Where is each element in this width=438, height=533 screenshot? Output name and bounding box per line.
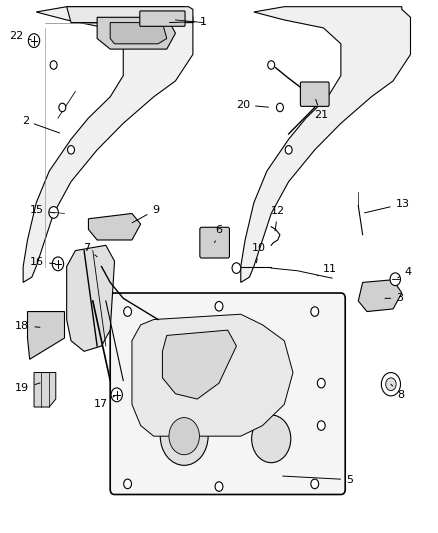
Text: 20: 20 (236, 100, 268, 110)
Text: 3: 3 (385, 293, 403, 303)
Circle shape (28, 34, 40, 47)
Text: 15: 15 (30, 205, 54, 215)
Text: 13: 13 (364, 199, 410, 213)
FancyBboxPatch shape (300, 82, 329, 107)
Text: 1: 1 (170, 17, 207, 27)
Circle shape (311, 479, 319, 489)
Text: 11: 11 (317, 264, 337, 276)
Polygon shape (28, 312, 64, 359)
Polygon shape (67, 245, 115, 351)
Circle shape (318, 421, 325, 430)
Text: 5: 5 (283, 475, 353, 484)
Circle shape (49, 207, 58, 218)
Circle shape (381, 373, 400, 396)
Circle shape (67, 146, 74, 154)
FancyBboxPatch shape (200, 227, 230, 258)
Circle shape (390, 273, 400, 286)
Circle shape (50, 61, 57, 69)
Circle shape (52, 257, 64, 271)
Circle shape (124, 307, 131, 317)
Text: 2: 2 (22, 116, 60, 133)
Polygon shape (97, 17, 176, 49)
Text: 8: 8 (391, 384, 404, 400)
FancyBboxPatch shape (110, 293, 345, 495)
Circle shape (311, 307, 319, 317)
Circle shape (124, 479, 131, 489)
Circle shape (169, 418, 199, 455)
Polygon shape (67, 7, 193, 22)
Text: 7: 7 (83, 243, 97, 257)
Circle shape (285, 146, 292, 154)
Polygon shape (241, 7, 410, 282)
Text: 9: 9 (132, 205, 159, 223)
FancyBboxPatch shape (140, 11, 185, 26)
Circle shape (59, 103, 66, 112)
Polygon shape (88, 214, 141, 240)
Text: 16: 16 (30, 257, 55, 267)
Polygon shape (162, 330, 237, 399)
Circle shape (232, 263, 241, 273)
Text: 6: 6 (215, 225, 223, 243)
Text: 19: 19 (15, 383, 40, 393)
Polygon shape (34, 373, 56, 407)
Text: 10: 10 (252, 243, 266, 263)
Circle shape (268, 61, 275, 69)
Circle shape (318, 378, 325, 388)
Text: 4: 4 (398, 267, 412, 278)
Circle shape (160, 407, 208, 465)
Text: 12: 12 (271, 206, 285, 231)
Circle shape (252, 415, 291, 463)
Circle shape (111, 388, 122, 402)
Polygon shape (23, 7, 193, 282)
Polygon shape (132, 314, 293, 436)
Circle shape (215, 482, 223, 491)
Text: 22: 22 (10, 31, 32, 41)
Circle shape (215, 302, 223, 311)
Polygon shape (110, 22, 167, 44)
Polygon shape (358, 280, 402, 312)
Circle shape (386, 378, 396, 391)
Text: 18: 18 (15, 321, 40, 331)
Circle shape (276, 103, 283, 112)
Text: 17: 17 (94, 396, 114, 409)
Text: 21: 21 (314, 100, 328, 120)
